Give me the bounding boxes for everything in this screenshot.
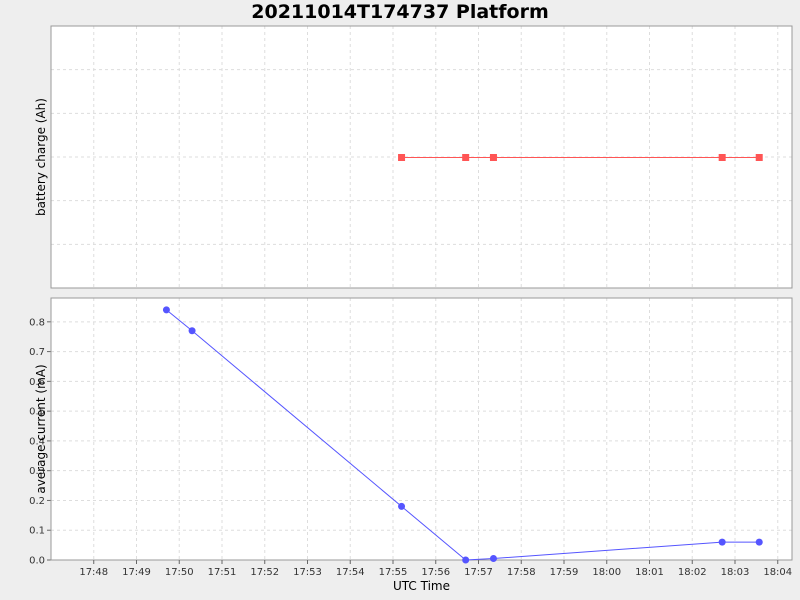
y-tick-label: 0.0 (29, 556, 45, 567)
data-point-circle (398, 502, 406, 510)
x-tick-label: 17:53 (293, 567, 322, 578)
x-tick-label: 17:59 (550, 567, 579, 578)
x-tick-label: 17:55 (379, 567, 408, 578)
data-point-circle (718, 538, 726, 546)
y-tick-label: 0.3 (29, 466, 45, 477)
y-tick-label: 0.5 (29, 407, 45, 418)
x-tick-label: 18:01 (635, 567, 664, 578)
y-axis-label: average current (mA) (34, 364, 48, 493)
plot-border (50, 297, 793, 561)
chart-title: 20211014T174737 Platform (251, 1, 549, 23)
plot-panel-2: 0.0 0.1 0.2 0.3 0.4 0.5 0.6 0.7 0.8 average curre… (29, 297, 793, 567)
x-tick-label: 17:49 (122, 567, 151, 578)
data-point-circle (188, 327, 196, 335)
data-point-circle (162, 306, 170, 314)
x-tick-label: 18:02 (678, 567, 707, 578)
plot-area (51, 298, 792, 560)
data-point-circle (489, 555, 497, 563)
data-point-circle (462, 556, 470, 564)
y-tick-label: 0.2 (29, 496, 45, 507)
data-point-square (489, 154, 497, 161)
plot-panel-1: battery charge (Ah) (34, 25, 793, 289)
x-axis-label: UTC Time (393, 579, 450, 593)
y-tick-label: 0.4 (29, 436, 45, 447)
x-tick-label: 18:04 (763, 567, 792, 578)
data-point-square (718, 154, 726, 161)
x-tick-label: 17:50 (165, 567, 194, 578)
x-tick-label: 18:03 (721, 567, 750, 578)
x-tick-label: 17:56 (421, 567, 450, 578)
x-tick-label: 18:00 (592, 567, 621, 578)
x-tick-label: 17:48 (79, 567, 108, 578)
x-tick-label: 17:57 (464, 567, 493, 578)
y-axis-label: battery charge (Ah) (34, 98, 48, 216)
data-point-square (462, 154, 470, 161)
x-tick-label: 17:52 (250, 567, 279, 578)
x-tick-label: 17:58 (507, 567, 536, 578)
y-tick-label: 0.6 (29, 377, 45, 388)
data-point-square (398, 154, 406, 161)
x-tick-label: 17:54 (336, 567, 365, 578)
x-tick-label: 17:51 (208, 567, 237, 578)
data-point-square (755, 154, 763, 161)
data-point-circle (755, 538, 763, 546)
y-tick-label: 0.7 (29, 347, 45, 358)
plot-border (50, 25, 793, 289)
y-tick-label: 0.8 (29, 317, 45, 328)
y-tick-label: 0.1 (29, 526, 45, 537)
